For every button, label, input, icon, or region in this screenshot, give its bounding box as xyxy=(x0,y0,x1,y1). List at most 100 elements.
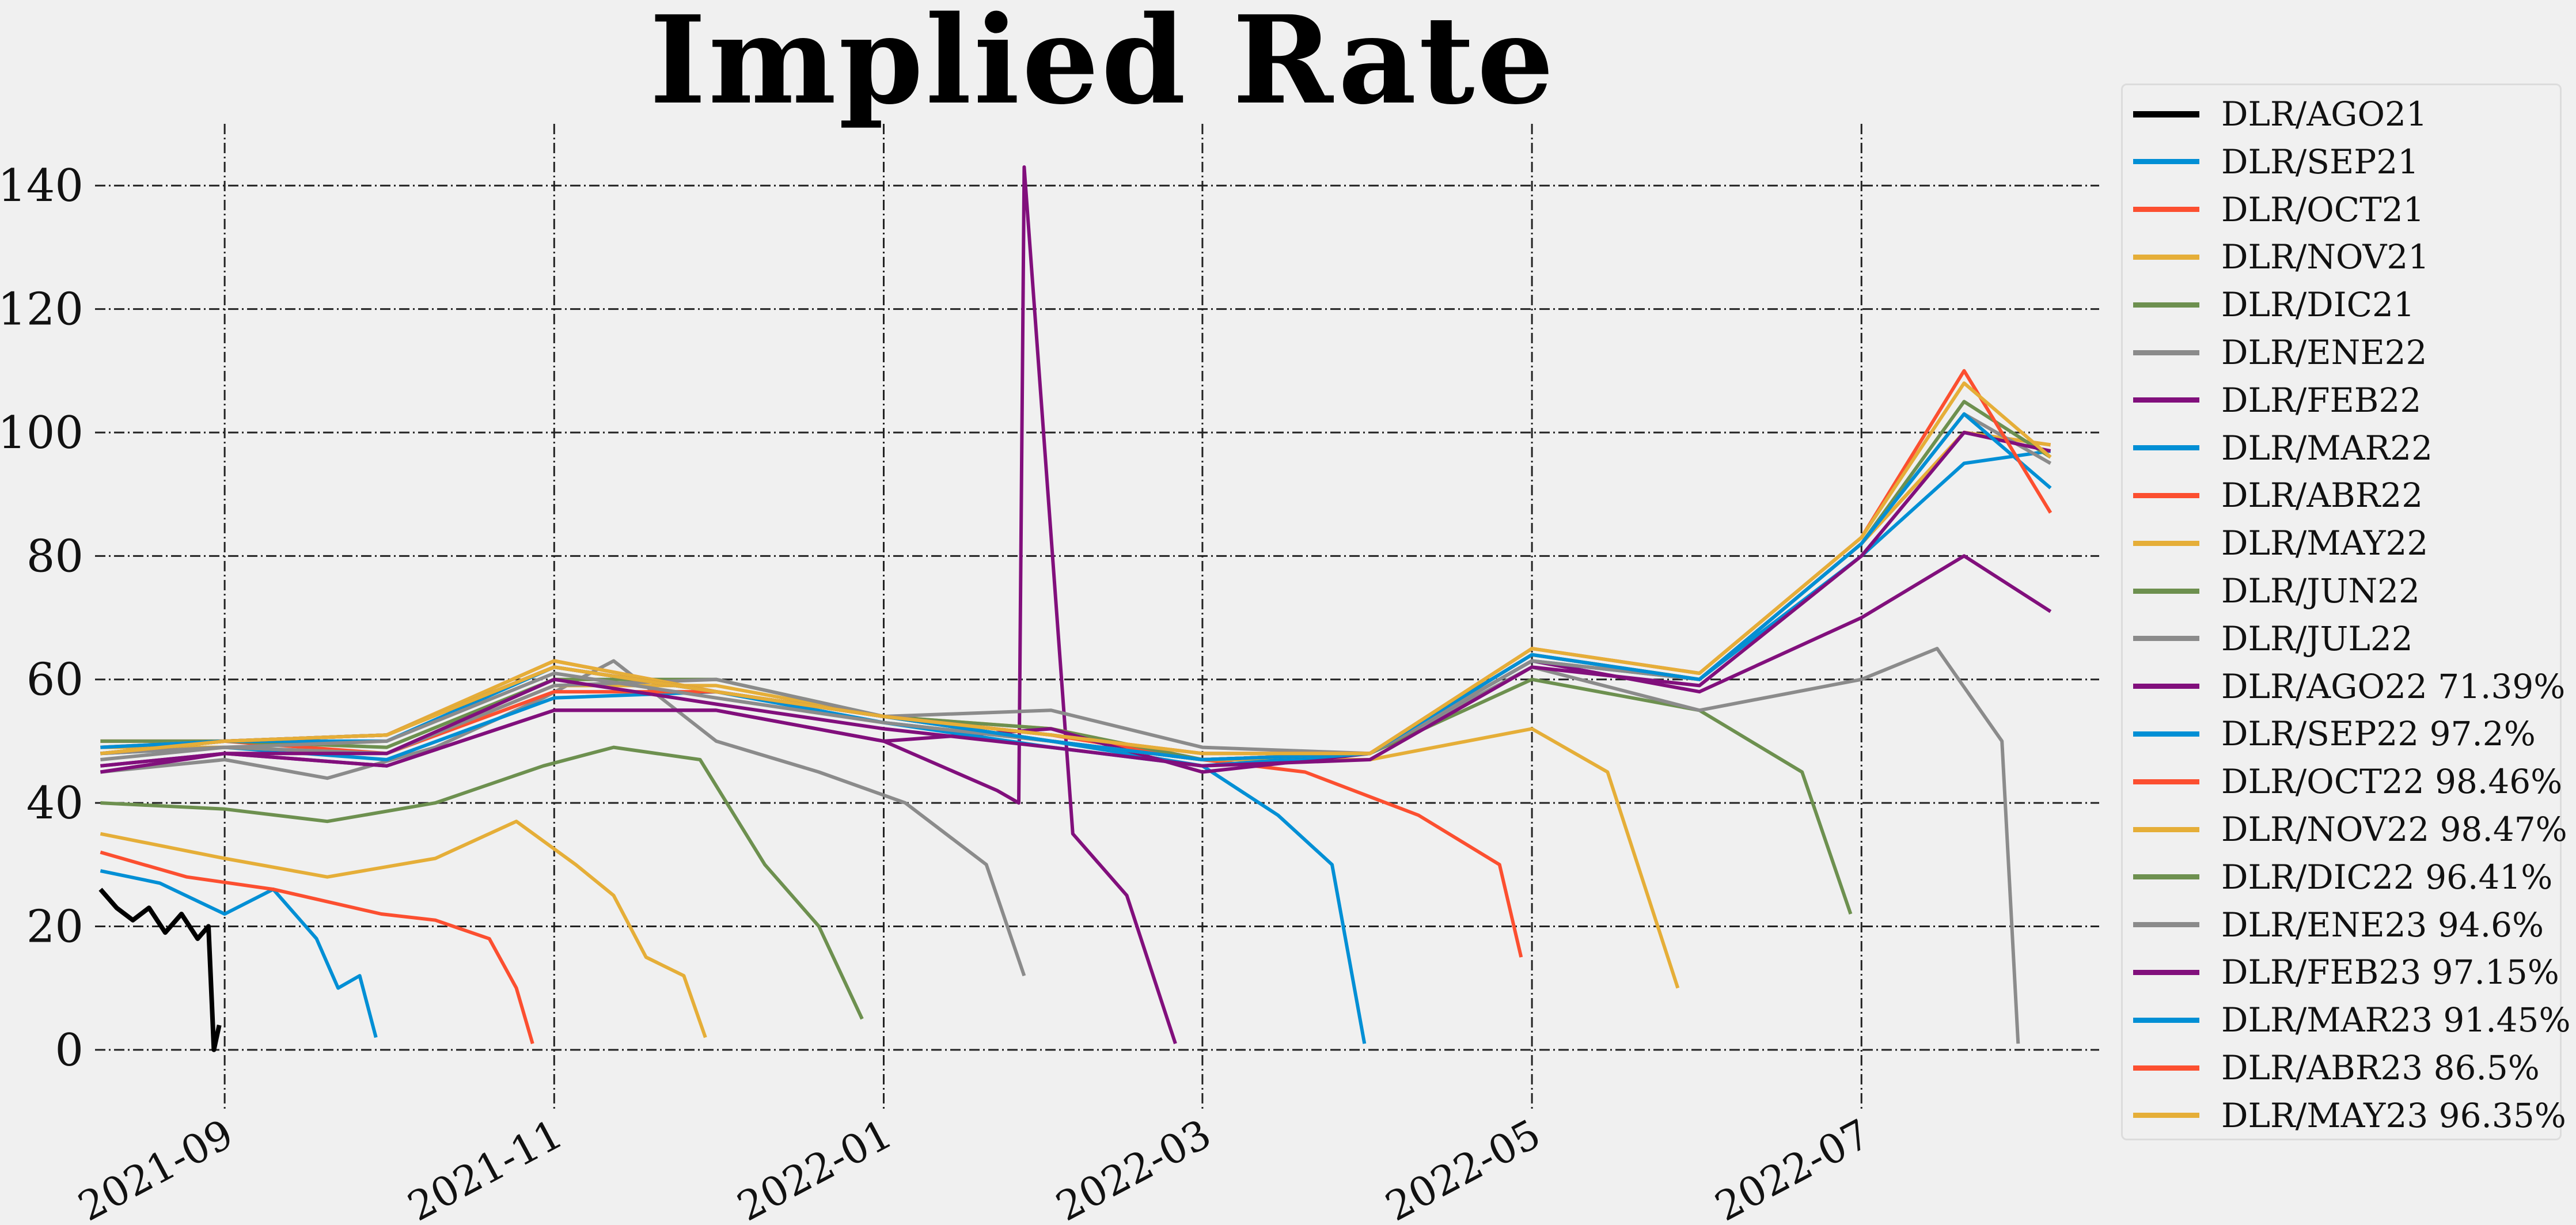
legend-item: DLR/MAR23 91.45% xyxy=(2133,997,2571,1043)
series-line-21 xyxy=(100,381,2052,756)
legend-label: DLR/AGO21 xyxy=(2221,94,2427,134)
legend-item: DLR/ABR23 86.5% xyxy=(2133,1045,2540,1091)
legend-item: DLR/SEP21 xyxy=(2133,139,2419,185)
legend-item: DLR/ENE22 xyxy=(2133,329,2427,376)
legend-item: DLR/NOV21 xyxy=(2133,234,2429,280)
series-line-13 xyxy=(100,449,2051,768)
legend-label: DLR/ENE22 xyxy=(2221,333,2427,372)
legend-label: DLR/MAY22 xyxy=(2221,524,2429,563)
legend-label: DLR/DIC21 xyxy=(2221,285,2415,325)
legend-item: DLR/OCT21 xyxy=(2133,187,2425,233)
legend-item: DLR/ENE23 94.6% xyxy=(2133,902,2544,948)
series-line-6 xyxy=(100,165,1177,1045)
series-line-14 xyxy=(100,430,2051,761)
series-line-3 xyxy=(100,820,707,1038)
legend-label: DLR/ABR23 86.5% xyxy=(2221,1048,2540,1087)
legend-item: DLR/AGO22 71.39% xyxy=(2133,663,2565,710)
x-tick-label: 2022-05 xyxy=(1378,1110,1548,1225)
legend-label: DLR/OCT22 98.46% xyxy=(2221,762,2563,802)
legend-swatch xyxy=(2133,1017,2199,1023)
legend-swatch xyxy=(2133,588,2199,594)
legend-item: DLR/FEB23 97.15% xyxy=(2133,949,2559,995)
legend-swatch xyxy=(2133,922,2199,928)
legend-item: DLR/AGO21 xyxy=(2133,91,2427,137)
legend-label: DLR/SEP22 97.2% xyxy=(2221,714,2536,754)
legend-swatch xyxy=(2133,779,2199,784)
legend-label: DLR/ABR22 xyxy=(2221,476,2423,515)
legend-item: DLR/NOV22 98.47% xyxy=(2133,806,2567,852)
legend: DLR/AGO21 DLR/SEP21 DLR/OCT21 DLR/NOV21 DLR/… xyxy=(2121,84,2571,1140)
legend-label: DLR/JUL22 xyxy=(2221,619,2413,658)
series-line-16 xyxy=(100,400,2052,761)
legend-swatch xyxy=(2133,969,2199,975)
y-tick-label: 60 xyxy=(26,654,84,706)
legend-swatch xyxy=(2133,254,2199,260)
y-tick-label: 80 xyxy=(26,530,84,582)
legend-swatch xyxy=(2133,111,2199,117)
y-tick-label: 40 xyxy=(26,778,84,829)
y-tick-label: 20 xyxy=(26,901,84,953)
legend-swatch xyxy=(2133,397,2199,403)
y-tick-label: 140 xyxy=(0,160,84,212)
series-line-4 xyxy=(100,745,864,1020)
x-tick-label: 2022-01 xyxy=(730,1110,900,1225)
legend-swatch xyxy=(2133,684,2199,689)
legend-item: DLR/DIC21 xyxy=(2133,282,2415,328)
legend-item: DLR/JUN22 xyxy=(2133,568,2420,614)
series-line-11 xyxy=(100,647,2020,1044)
series-line-0 xyxy=(98,888,222,1052)
legend-label: DLR/SEP21 xyxy=(2221,142,2419,181)
legend-item: DLR/ABR22 xyxy=(2133,472,2423,518)
legend-swatch xyxy=(2133,540,2199,546)
series-line-20 xyxy=(100,369,2053,756)
x-tick-label: 2022-07 xyxy=(1708,1110,1877,1225)
series-line-15 xyxy=(100,430,2051,761)
legend-item: DLR/FEB22 xyxy=(2133,377,2421,423)
y-tick-label: 100 xyxy=(0,407,84,459)
legend-label: DLR/MAR22 xyxy=(2221,428,2433,468)
legend-label: DLR/ENE23 94.6% xyxy=(2221,905,2544,945)
chart-title: Implied Rate xyxy=(649,0,1557,131)
series-line-17 xyxy=(100,412,2052,761)
legend-label: DLR/DIC22 96.41% xyxy=(2221,857,2553,897)
legend-swatch xyxy=(2133,159,2199,165)
y-tick-label: 0 xyxy=(55,1025,84,1076)
grid-lines xyxy=(95,124,2099,1112)
legend-swatch xyxy=(2133,492,2199,498)
series-line-5 xyxy=(100,659,1026,977)
legend-swatch xyxy=(2133,302,2199,308)
series-line-2 xyxy=(100,850,534,1044)
legend-label: DLR/AGO22 71.39% xyxy=(2221,666,2566,706)
legend-item: DLR/DIC22 96.41% xyxy=(2133,854,2552,900)
legend-swatch xyxy=(2133,636,2199,642)
legend-swatch xyxy=(2133,350,2199,355)
series-line-19 xyxy=(100,412,2052,761)
legend-label: DLR/NOV21 xyxy=(2221,237,2430,277)
legend-swatch xyxy=(2133,731,2199,737)
legend-item: DLR/JUL22 xyxy=(2133,616,2413,662)
y-tick-label: 120 xyxy=(0,284,84,336)
legend-label: DLR/NOV22 98.47% xyxy=(2221,810,2567,849)
legend-label: DLR/FEB23 97.15% xyxy=(2221,953,2559,992)
legend-swatch xyxy=(2133,207,2199,213)
legend-label: DLR/FEB22 xyxy=(2221,380,2422,420)
series-line-18 xyxy=(100,430,2051,768)
legend-swatch xyxy=(2133,874,2199,880)
series-lines xyxy=(98,165,2053,1052)
x-tick-label: 2022-03 xyxy=(1049,1110,1219,1225)
legend-item: DLR/MAY22 xyxy=(2133,520,2428,566)
legend-label: DLR/JUN22 xyxy=(2221,571,2420,610)
legend-item: DLR/OCT22 98.46% xyxy=(2133,758,2562,805)
series-line-1 xyxy=(100,869,378,1038)
legend-label: DLR/MAY23 96.35% xyxy=(2221,1095,2566,1135)
legend-swatch xyxy=(2133,445,2199,451)
legend-swatch xyxy=(2133,1065,2199,1071)
legend-item: DLR/SEP22 97.2% xyxy=(2133,711,2536,757)
x-tick-label: 2021-09 xyxy=(71,1110,241,1225)
legend-item: DLR/MAY23 96.35% xyxy=(2133,1093,2566,1139)
legend-swatch xyxy=(2133,826,2199,832)
legend-item: DLR/MAR22 xyxy=(2133,425,2433,471)
legend-swatch xyxy=(2133,1113,2199,1118)
legend-label: DLR/MAR23 91.45% xyxy=(2221,1000,2571,1040)
x-tick-label: 2021-11 xyxy=(400,1110,570,1225)
